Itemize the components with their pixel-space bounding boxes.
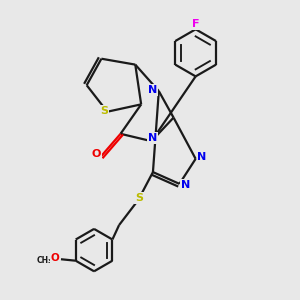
Text: O: O	[92, 149, 101, 159]
Text: CH₃: CH₃	[36, 256, 52, 265]
Text: N: N	[148, 85, 157, 94]
Text: O: O	[51, 254, 59, 263]
Text: F: F	[192, 19, 200, 29]
Text: N: N	[148, 133, 158, 143]
Text: N: N	[181, 180, 190, 190]
Text: N: N	[197, 152, 207, 162]
Text: S: S	[135, 193, 143, 203]
Text: S: S	[100, 106, 108, 116]
